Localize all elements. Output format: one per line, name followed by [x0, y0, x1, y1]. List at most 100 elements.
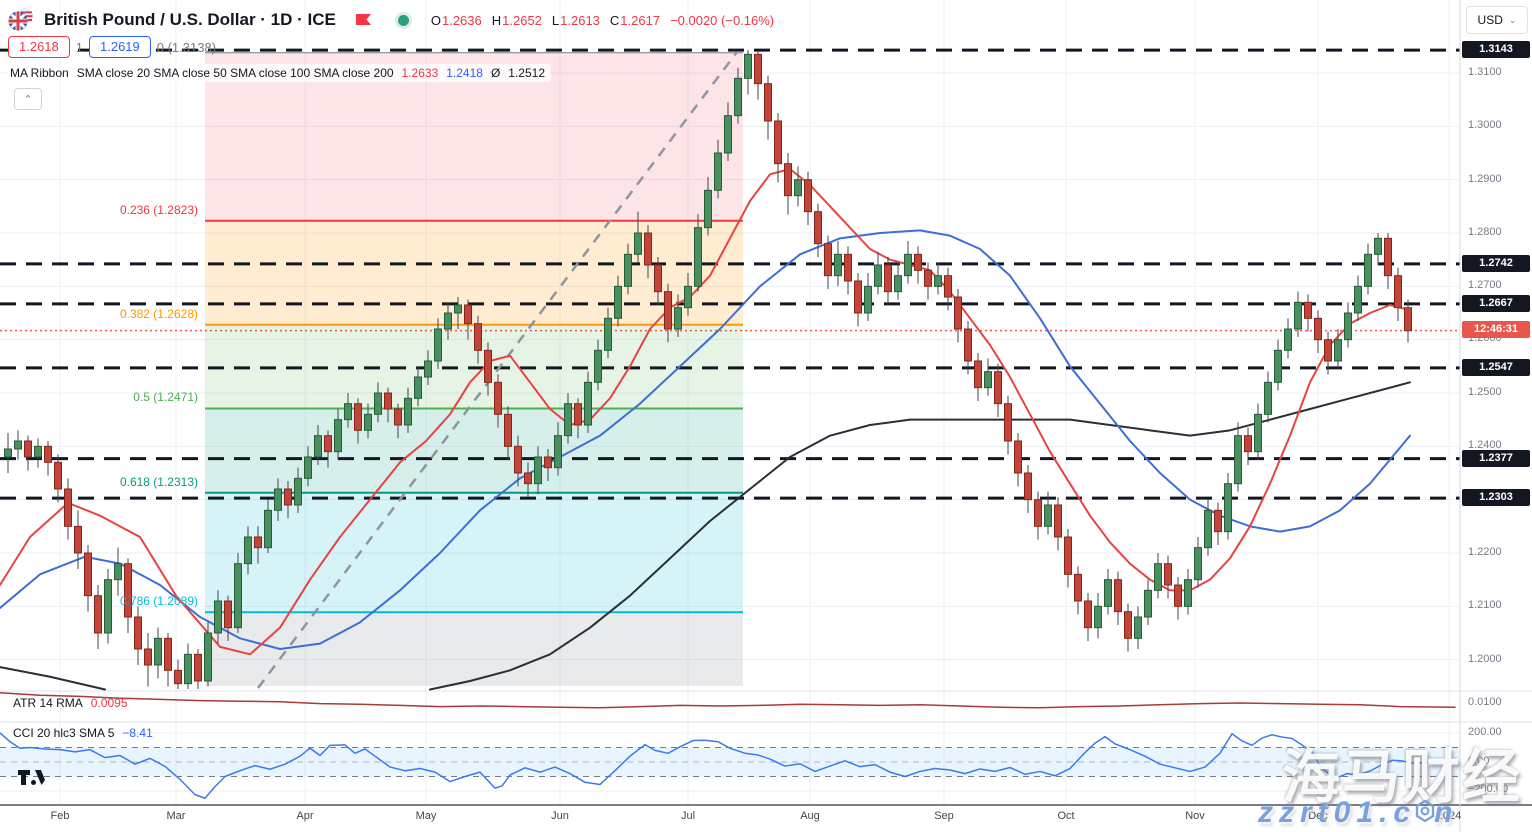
sma200-line-left: [0, 666, 106, 691]
sma200-line: [429, 381, 1411, 691]
ma-ribbon-params: SMA close 20 SMA close 50 SMA close 100 …: [76, 66, 394, 80]
time-axis-month-label: Jun: [551, 810, 569, 822]
candle-down: [1244, 435, 1252, 453]
candle-up: [1154, 563, 1162, 591]
cci-axis-label: −200.00: [1468, 783, 1509, 795]
candle-down: [1214, 509, 1222, 533]
candle-down: [124, 563, 132, 618]
candle-down: [824, 243, 832, 277]
atr-legend[interactable]: ATR 14 RMA 0.0095: [13, 696, 128, 710]
ask-price-box: 1.2619: [89, 36, 151, 58]
candle-down: [1034, 499, 1042, 527]
candle-up: [1104, 579, 1112, 607]
candle-up: [1264, 381, 1272, 415]
candle-down: [174, 669, 182, 685]
candle-down: [804, 179, 812, 213]
open-label: O: [430, 12, 441, 28]
candle-down: [64, 488, 72, 527]
candle-up: [1234, 435, 1242, 485]
price-axis-label: 1.2400: [1468, 439, 1502, 451]
collapse-button[interactable]: ⌃: [14, 88, 42, 110]
candle-down: [764, 83, 772, 122]
candle-up: [744, 53, 752, 79]
flag-marker-icon[interactable]: [355, 14, 372, 26]
cci-label: CCI 20 hlc3 SMA 5: [13, 726, 115, 740]
fib-band: [205, 220, 743, 325]
atr-label: ATR 14 RMA: [13, 696, 83, 710]
time-axis-month-label: Aug: [800, 810, 820, 822]
sma50-value: 1.2418: [446, 66, 483, 80]
candle-down: [1024, 472, 1032, 501]
cci-legend[interactable]: CCI 20 hlc3 SMA 5 −8.41: [13, 726, 153, 740]
candle-down: [1014, 440, 1022, 474]
tradingview-logo-icon[interactable]: [18, 770, 48, 790]
candle-up: [1364, 253, 1372, 287]
avg-prefix: Ø: [490, 66, 501, 80]
gbpusd-pair-flag-icon: [8, 8, 34, 32]
price-axis-label: 1.3000: [1468, 119, 1502, 131]
price-axis-label: 1.2900: [1468, 173, 1502, 185]
candle-up: [374, 392, 382, 415]
trendline: [257, 51, 738, 689]
candle-down: [1064, 536, 1072, 575]
symbol-title[interactable]: British Pound / U.S. Dollar · 1D · ICE: [44, 10, 336, 29]
candle-down: [324, 435, 332, 453]
currency-dropdown[interactable]: USD ⌄: [1466, 6, 1528, 34]
candle-down: [194, 653, 202, 682]
candle-down: [1084, 600, 1092, 629]
candle-down: [74, 525, 82, 554]
candle-up: [434, 328, 442, 362]
candle-down: [284, 488, 292, 506]
candle-up: [424, 360, 432, 378]
candle-down: [164, 637, 172, 671]
candle-up: [244, 536, 252, 565]
candle-down: [784, 163, 792, 197]
candle-down: [944, 275, 952, 298]
candle-up: [1374, 237, 1382, 255]
bid-price-box: 1.2618: [8, 36, 70, 58]
candle-up: [294, 477, 302, 506]
candle-up: [694, 227, 702, 287]
candle-up: [874, 264, 882, 287]
fib-band: [205, 612, 743, 686]
candle-down: [1074, 573, 1082, 602]
candle-down: [574, 403, 582, 426]
candle-up: [604, 317, 612, 351]
candle-up: [184, 653, 192, 685]
price-axis-badge: 1.2667: [1462, 295, 1530, 312]
chevron-up-icon: ⌃: [23, 93, 33, 106]
chevron-down-icon: ⌄: [1508, 14, 1517, 25]
candle-down: [1314, 317, 1322, 341]
time-axis-month-label: Jul: [680, 810, 696, 822]
ma-ribbon-title: MA Ribbon: [10, 66, 69, 80]
price-axis-label: 1.3100: [1468, 66, 1502, 78]
candle-up: [794, 179, 802, 197]
fib-level-label: 0.618 (1.2313): [119, 474, 198, 489]
candle-down: [44, 445, 52, 463]
candle-up: [104, 579, 112, 634]
candle-down: [814, 211, 822, 245]
sma50-line: [0, 229, 1411, 650]
price-axis-label: 1.2500: [1468, 386, 1502, 398]
candle-up: [1274, 349, 1282, 383]
price-label-row: 1.2618 1 1.2619 0 (1.3138): [8, 36, 216, 58]
candle-up: [624, 253, 632, 287]
price-axis-label: 1.2100: [1468, 599, 1502, 611]
watermark-url: zzrt01.c n: [1258, 796, 1458, 830]
candle-up: [684, 285, 692, 309]
candle-up: [204, 632, 212, 682]
atr-line: [0, 692, 1456, 709]
sma20-value: 1.2633: [401, 66, 439, 80]
candle-up: [934, 275, 942, 287]
atr-axis-label: 0.0100: [1468, 696, 1502, 708]
symbol-header: British Pound / U.S. Dollar · 1D · ICE O…: [8, 8, 774, 32]
cci-axis-label: 0.00: [1468, 755, 1490, 767]
candle-up: [1294, 301, 1302, 330]
ma-ribbon-legend[interactable]: MA Ribbon SMA close 20 SMA close 50 SMA …: [8, 64, 551, 82]
time-axis-month-label: 2024: [1436, 810, 1462, 822]
candle-down: [394, 408, 402, 426]
high-label: H: [491, 12, 502, 28]
candle-down: [1114, 579, 1122, 613]
